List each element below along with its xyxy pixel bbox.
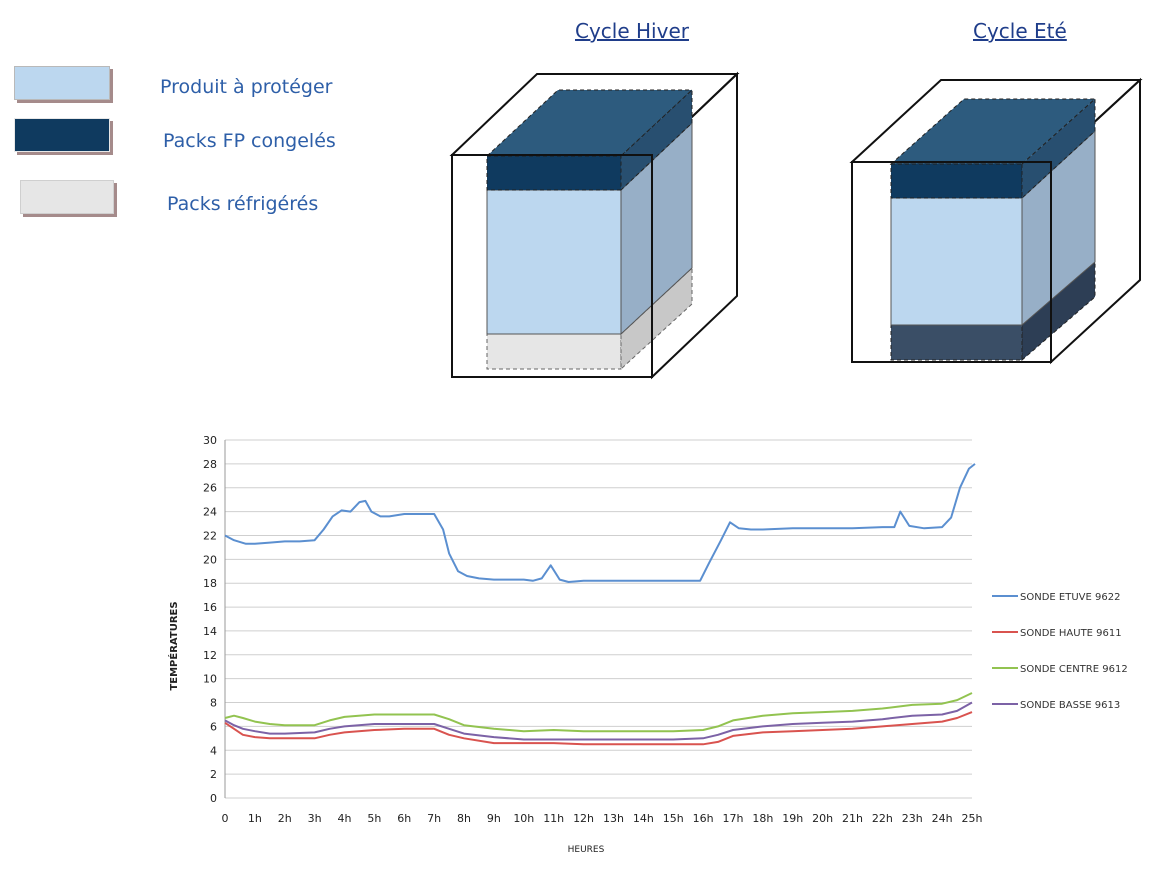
- x-axis-label: HEURES: [568, 845, 605, 855]
- x-tick-label: 19h: [782, 812, 803, 825]
- legend-swatch-packs-refrigeres: [20, 180, 114, 214]
- legend-entry-1: SONDE ETUVE 9622: [1020, 592, 1120, 603]
- y-tick-label: 18: [203, 577, 217, 590]
- ete-top-frozen-pack-top: [889, 98, 1097, 165]
- y-tick-label: 28: [203, 458, 217, 471]
- x-tick-label: 20h: [812, 812, 833, 825]
- legend-swatch-produit: [14, 66, 110, 100]
- hiver-refrigerated-pack-front: [486, 333, 622, 370]
- y-tick-label: 26: [203, 482, 217, 495]
- ete-top-frozen-pack-front: [890, 163, 1023, 199]
- x-tick-label: 2h: [278, 812, 292, 825]
- x-tick-label: 22h: [872, 812, 893, 825]
- y-tick-label: 14: [203, 625, 217, 638]
- x-tick-label: 21h: [842, 812, 863, 825]
- cycle-hiver-diagram: [449, 71, 740, 380]
- x-tick-label: 5h: [367, 812, 381, 825]
- hiver-frozen-pack-side: [620, 88, 693, 192]
- y-tick-label: 4: [210, 744, 217, 757]
- x-tick-label: 11h: [543, 812, 564, 825]
- x-tick-label: 4h: [338, 812, 352, 825]
- x-tick-label: 8h: [457, 812, 471, 825]
- y-tick-label: 16: [203, 601, 217, 614]
- cycle-hiver-title: Cycle Hiver: [575, 19, 689, 43]
- x-tick-label: 25h: [962, 812, 983, 825]
- x-tick-label: 1h: [248, 812, 262, 825]
- series-line-3: [224, 692, 973, 733]
- cycle-ete-title: Cycle Eté: [973, 19, 1067, 43]
- y-tick-label: 20: [203, 553, 217, 566]
- y-tick-label: 2: [210, 768, 217, 781]
- series-line-4: [224, 701, 973, 741]
- hiver-product-front: [486, 189, 622, 335]
- ete-top-frozen-pack-side: [1021, 97, 1096, 200]
- cycle-diagrams: [449, 71, 1143, 380]
- ete-product-front: [890, 197, 1023, 326]
- y-tick-label: 10: [203, 673, 217, 686]
- x-tick-label: 6h: [397, 812, 411, 825]
- x-tick-label: 9h: [487, 812, 501, 825]
- chart-series: [224, 463, 976, 746]
- x-tick-label: 15h: [663, 812, 684, 825]
- y-tick-label: 0: [210, 792, 217, 805]
- series-line-1: [224, 463, 976, 583]
- legend-entry-4: SONDE BASSE 9613: [1020, 700, 1120, 711]
- x-tick-label: 23h: [902, 812, 923, 825]
- x-axis-ticks: 0 1h 2h 3h 4h 5h 6h 7h 8h 9h 10h 11h 12h 13h 14h 15h 16h…: [222, 812, 983, 825]
- legend-label-produit: Produit à protéger: [160, 76, 333, 98]
- ete-bottom-frozen-pack-front: [890, 324, 1023, 361]
- chart-legend: SONDE ETUVE 9622 SONDE HAUTE 9611 SONDE CE…: [992, 592, 1128, 711]
- x-tick-label: 17h: [722, 812, 743, 825]
- cycle-ete-diagram: [849, 77, 1143, 365]
- legend-label-packs-congeles: Packs FP congelés: [163, 130, 336, 152]
- y-tick-label: 22: [203, 529, 217, 542]
- legend-swatch-packs-congeles: [14, 118, 110, 152]
- y-tick-label: 6: [210, 720, 217, 733]
- y-tick-label: 24: [203, 506, 217, 519]
- y-tick-label: 12: [203, 649, 217, 662]
- x-tick-label: 3h: [308, 812, 322, 825]
- series-line-2: [224, 711, 973, 746]
- x-tick-label: 16h: [693, 812, 714, 825]
- x-tick-label: 13h: [603, 812, 624, 825]
- x-tick-label: 18h: [752, 812, 773, 825]
- x-tick-label: 10h: [513, 812, 534, 825]
- legend-label-packs-refrigeres: Packs réfrigérés: [167, 193, 319, 215]
- legend-entry-2: SONDE HAUTE 9611: [1020, 628, 1122, 639]
- y-tick-label: 30: [203, 434, 217, 447]
- y-tick-label: 8: [210, 697, 217, 710]
- y-axis-label: TEMPÉRATURES: [167, 601, 180, 690]
- x-tick-label: 24h: [932, 812, 953, 825]
- legend-entry-3: SONDE CENTRE 9612: [1020, 664, 1128, 675]
- hiver-frozen-pack-front: [486, 155, 622, 191]
- x-tick-label: 12h: [573, 812, 594, 825]
- x-tick-label: 7h: [427, 812, 441, 825]
- x-tick-label: 14h: [633, 812, 654, 825]
- x-tick-label: 0: [222, 812, 229, 825]
